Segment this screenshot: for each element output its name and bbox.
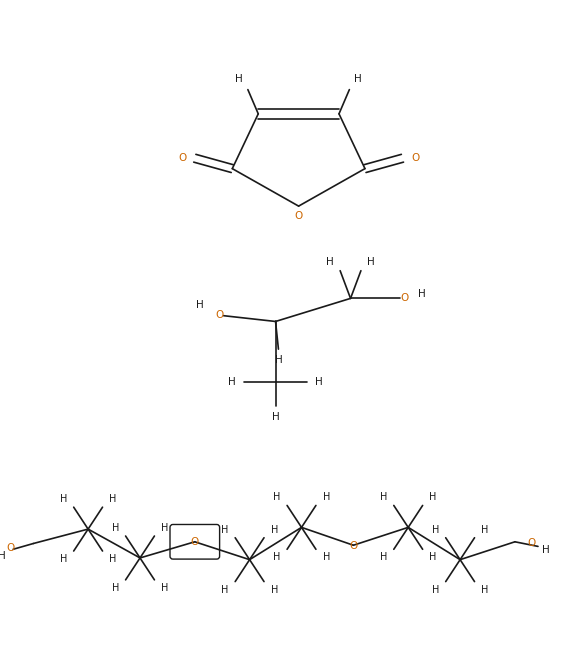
Text: H: H: [481, 585, 488, 595]
Text: O: O: [528, 538, 536, 548]
Text: H: H: [235, 74, 243, 84]
Text: H: H: [481, 525, 488, 535]
Text: H: H: [431, 525, 439, 535]
Text: O: O: [6, 543, 15, 553]
Text: H: H: [60, 494, 67, 504]
Text: O: O: [295, 212, 303, 222]
Text: H: H: [275, 354, 282, 364]
Text: H: H: [380, 492, 387, 502]
Text: H: H: [367, 257, 375, 267]
Text: H: H: [60, 554, 67, 564]
Text: H: H: [271, 585, 278, 595]
Text: H: H: [542, 545, 549, 555]
Text: H: H: [271, 525, 278, 535]
Text: H: H: [429, 492, 437, 502]
FancyBboxPatch shape: [170, 525, 220, 559]
Text: H: H: [161, 583, 168, 593]
Text: O: O: [191, 537, 199, 547]
Text: H: H: [221, 525, 228, 535]
Text: H: H: [272, 412, 279, 422]
Text: H: H: [380, 552, 387, 562]
Text: H: H: [112, 523, 119, 533]
Text: H: H: [323, 552, 330, 562]
Text: H: H: [273, 552, 281, 562]
Text: H: H: [323, 492, 330, 502]
Text: H: H: [109, 494, 117, 504]
Text: O: O: [178, 153, 186, 163]
Text: H: H: [195, 300, 203, 310]
Text: H: H: [228, 377, 236, 387]
Text: H: H: [112, 583, 119, 593]
Text: H: H: [109, 554, 117, 564]
Text: H: H: [354, 74, 362, 84]
Text: H: H: [0, 551, 6, 561]
Text: H: H: [429, 552, 437, 562]
Text: H: H: [326, 257, 333, 267]
Text: O: O: [215, 310, 224, 320]
Text: H: H: [431, 585, 439, 595]
Text: O: O: [411, 153, 419, 163]
Text: O: O: [401, 293, 409, 303]
Text: H: H: [161, 523, 168, 533]
Text: H: H: [273, 492, 281, 502]
Text: O: O: [349, 541, 357, 551]
Text: H: H: [221, 585, 228, 595]
Text: H: H: [315, 377, 323, 387]
Text: H: H: [417, 289, 426, 299]
